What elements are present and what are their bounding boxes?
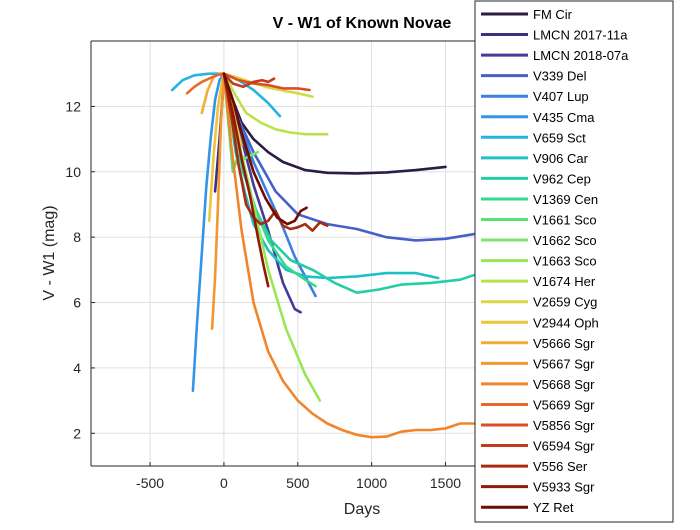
x-tick-label: 500 — [286, 475, 310, 491]
legend-label-v6594-sgr: V6594 Sgr — [533, 439, 595, 454]
legend-label-v5666-sgr: V5666 Sgr — [533, 336, 595, 351]
series-line-v556-ser — [222, 72, 329, 232]
legend-label-lmcn-2018-07a: LMCN 2018-07a — [533, 48, 629, 63]
y-tick-label: 4 — [73, 360, 81, 376]
legend-label-v659-sct: V659 Sct — [533, 130, 586, 145]
series-line-v339-del — [222, 72, 475, 242]
y-tick-label: 12 — [65, 98, 81, 114]
legend-label-v1663-sco: V1663 Sco — [533, 254, 597, 269]
legend-label-lmcn-2017-11a: LMCN 2017-11a — [533, 28, 628, 43]
legend-label-fm-cir: FM Cir — [533, 7, 573, 22]
x-tick-label: -500 — [136, 475, 164, 491]
legend-label-v435-cma: V435 Cma — [533, 110, 595, 125]
x-tick-label: 1000 — [356, 475, 387, 491]
series-line-yz-ret — [222, 72, 308, 226]
series-line-v1674-her — [222, 72, 329, 136]
y-tick-label: 8 — [73, 229, 81, 245]
y-tick-label: 6 — [73, 295, 81, 311]
legend-label-v5933-sgr: V5933 Sgr — [533, 480, 595, 495]
legend-label-v5668-sgr: V5668 Sgr — [533, 377, 595, 392]
legend-label-v556-ser: V556 Ser — [533, 459, 588, 474]
x-axis-label: Days — [344, 501, 380, 518]
x-tick-label: 0 — [220, 475, 228, 491]
legend-label-v1369-cen: V1369 Cen — [533, 192, 598, 207]
legend-label-v5669-sgr: V5669 Sgr — [533, 397, 595, 412]
chart-title: V - W1 of Known Novae — [273, 15, 452, 32]
series-line-v6594-sgr — [222, 72, 276, 89]
legend-label-v5667-sgr: V5667 Sgr — [533, 356, 595, 371]
series-line-v5667-sgr — [210, 72, 226, 331]
legend-label-v2659-cyg: V2659 Cyg — [533, 295, 597, 310]
legend-label-yz-ret: YZ Ret — [533, 500, 574, 515]
legend-label-v1674-her: V1674 Her — [533, 274, 596, 289]
legend-label-v5856-sgr: V5856 Sgr — [533, 418, 595, 433]
y-axis-label: V - W1 (mag) — [41, 205, 58, 300]
series-line-v2659-cyg — [222, 72, 314, 98]
legend: FM Cir LMCN 2017-11a LMCN 2018-07a V339 Del… — [474, 0, 674, 523]
series-line-v435-cma — [191, 72, 226, 393]
legend-label-v1661-sco: V1661 Sco — [533, 213, 597, 228]
legend-label-v2944-oph: V2944 Oph — [533, 315, 599, 330]
series-line-v5668-sgr — [222, 72, 475, 439]
legend-label-v339-del: V339 Del — [533, 69, 587, 84]
legend-label-v906-car: V906 Car — [533, 151, 589, 166]
axes — [90, 40, 475, 467]
y-tick-label: 10 — [65, 164, 81, 180]
legend-label-v1662-sco: V1662 Sco — [533, 233, 597, 248]
x-tick-label: 1500 — [430, 475, 461, 491]
series-lines — [170, 72, 475, 439]
series-line-v5856-sgr — [222, 72, 311, 92]
tick-labels: -500 0 500 1000 1500 2 4 6 8 10 12 — [65, 98, 461, 491]
series-line-v5669-sgr — [185, 72, 226, 95]
y-tick-label: 2 — [73, 425, 81, 441]
series-line-v5933-sgr — [222, 72, 270, 288]
legend-label-v962-cep: V962 Cep — [533, 171, 591, 186]
legend-label-v407-lup: V407 Lup — [533, 89, 589, 104]
series-line-fm-cir — [222, 72, 447, 175]
